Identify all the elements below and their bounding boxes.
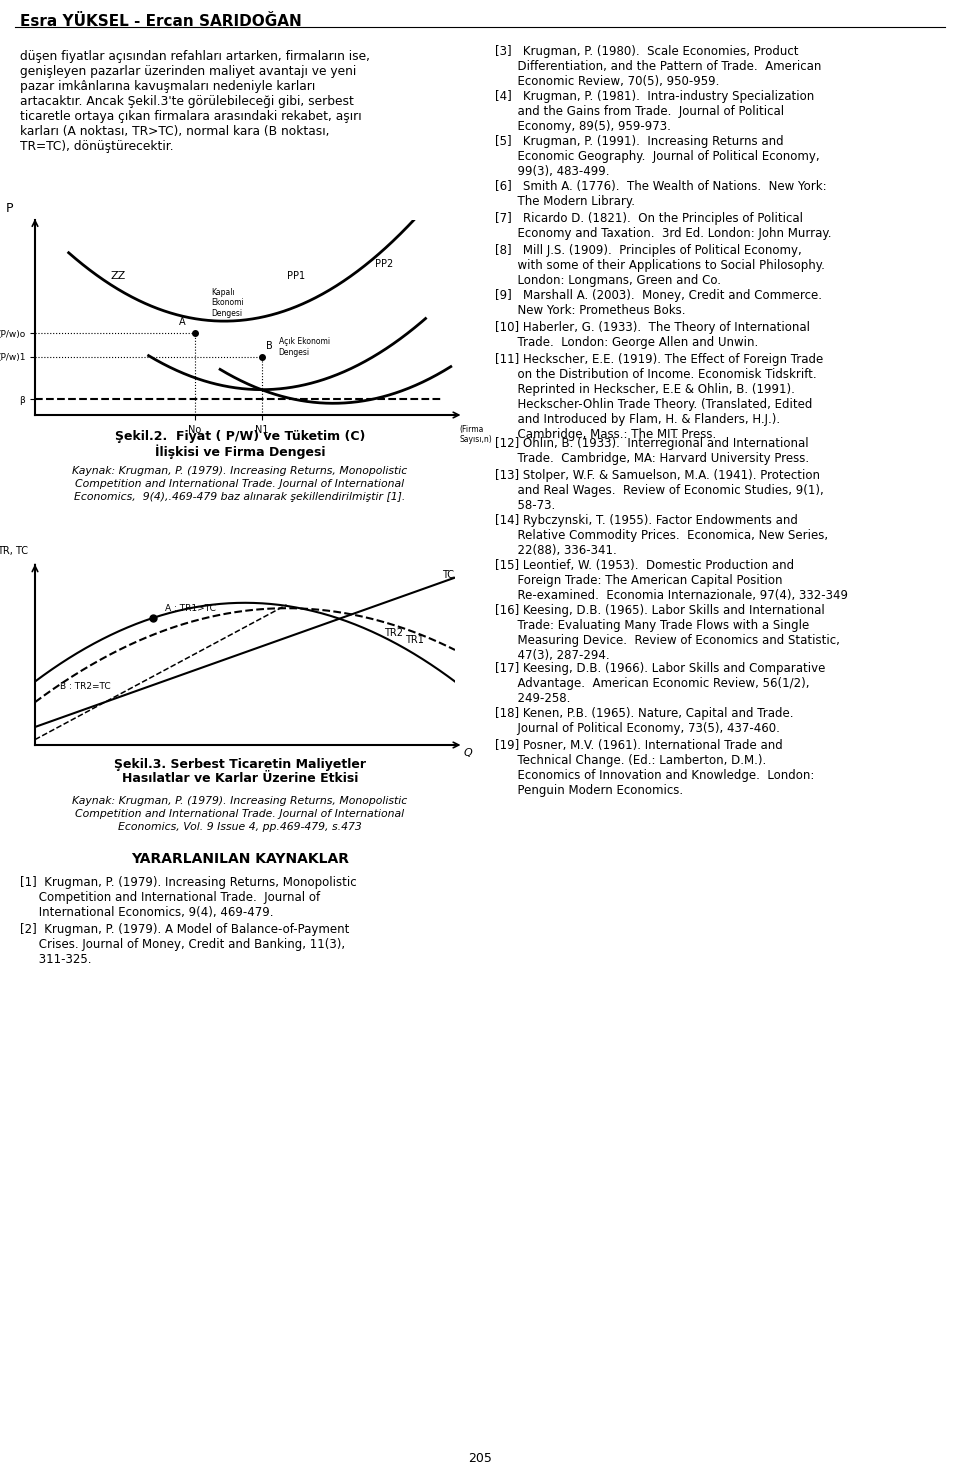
Text: Açık Ekonomi
Dengesi: Açık Ekonomi Dengesi: [278, 338, 329, 357]
Text: Şekil.3. Serbest Ticaretin Maliyetler: Şekil.3. Serbest Ticaretin Maliyetler: [114, 757, 366, 771]
Text: [15] Leontief, W. (1953).  Domestic Production and
      Foreign Trade: The Amer: [15] Leontief, W. (1953). Domestic Produ…: [495, 559, 848, 602]
Text: Economics, Vol. 9 Issue 4, pp.469-479, s.473: Economics, Vol. 9 Issue 4, pp.469-479, s…: [118, 822, 362, 832]
Text: TR2: TR2: [384, 628, 402, 639]
Text: [3]   Krugman, P. (1980).  Scale Economies, Product
      Differentiation, and t: [3] Krugman, P. (1980). Scale Economies,…: [495, 46, 822, 88]
Text: A: A: [179, 317, 185, 327]
Text: Esra YÜKSEL - Ercan SARIDOĞAN: Esra YÜKSEL - Ercan SARIDOĞAN: [20, 15, 301, 29]
Text: YARARLANILAN KAYNAKLAR: YARARLANILAN KAYNAKLAR: [131, 851, 349, 866]
Text: [10] Haberler, G. (1933).  The Theory of International
      Trade.  London: Geo: [10] Haberler, G. (1933). The Theory of …: [495, 321, 810, 349]
Text: [14] Rybczynski, T. (1955). Factor Endowments and
      Relative Commodity Price: [14] Rybczynski, T. (1955). Factor Endow…: [495, 514, 828, 556]
Text: B : TR2=TC: B : TR2=TC: [60, 683, 110, 691]
Text: [13] Stolper, W.F. & Samuelson, M.A. (1941). Protection
      and Real Wages.  R: [13] Stolper, W.F. & Samuelson, M.A. (19…: [495, 468, 824, 512]
Text: Competition and International Trade. Journal of International: Competition and International Trade. Jou…: [76, 479, 404, 489]
Text: [7]   Ricardo D. (1821).  On the Principles of Political
      Economy and Taxat: [7] Ricardo D. (1821). On the Principles…: [495, 211, 831, 239]
Text: Kaynak: Krugman, P. (1979). Increasing Returns, Monopolistic: Kaynak: Krugman, P. (1979). Increasing R…: [72, 796, 408, 806]
Text: 205: 205: [468, 1452, 492, 1465]
Text: [19] Posner, M.V. (1961). International Trade and
      Technical Change. (Ed.: : [19] Posner, M.V. (1961). International …: [495, 738, 814, 797]
Text: [9]   Marshall A. (2003).  Money, Credit and Commerce.
      New York: Prometheu: [9] Marshall A. (2003). Money, Credit an…: [495, 289, 822, 317]
Text: Economics,  9(4),.469-479 baz alınarak şekillendirilmiştir [1].: Economics, 9(4),.469-479 baz alınarak şe…: [74, 492, 406, 502]
Text: düşen fiyatlar açısından refahları artarken, firmaların ise,
genişleyen pazarlar: düşen fiyatlar açısından refahları artar…: [20, 50, 370, 153]
Text: [2]  Krugman, P. (1979). A Model of Balance-of-Payment
     Crises. Journal of M: [2] Krugman, P. (1979). A Model of Balan…: [20, 923, 349, 966]
Text: [17] Keesing, D.B. (1966). Labor Skills and Comparative
      Advantage.  Americ: [17] Keesing, D.B. (1966). Labor Skills …: [495, 662, 826, 705]
Text: [8]   Mill J.S. (1909).  Principles of Political Economy,
      with some of the: [8] Mill J.S. (1909). Principles of Poli…: [495, 244, 825, 288]
Text: Kaynak: Krugman, P. (1979). Increasing Returns, Monopolistic: Kaynak: Krugman, P. (1979). Increasing R…: [72, 465, 408, 476]
Text: A : TR1>TC: A : TR1>TC: [165, 603, 216, 612]
Text: Kapalı
Ekonomi
Dengesi: Kapalı Ekonomi Dengesi: [211, 288, 244, 317]
Text: TR, TC: TR, TC: [0, 546, 28, 556]
Text: [6]   Smith A. (1776).  The Wealth of Nations.  New York:
      The Modern Libra: [6] Smith A. (1776). The Wealth of Natio…: [495, 181, 827, 208]
Text: Competition and International Trade. Journal of International: Competition and International Trade. Jou…: [76, 809, 404, 819]
Text: [4]   Krugman, P. (1981).  Intra-industry Specialization
      and the Gains fro: [4] Krugman, P. (1981). Intra-industry S…: [495, 90, 814, 134]
Text: B: B: [266, 341, 273, 351]
Text: [5]   Krugman, P. (1991).  Increasing Returns and
      Economic Geography.  Jou: [5] Krugman, P. (1991). Increasing Retur…: [495, 135, 820, 178]
Text: [18] Kenen, P.B. (1965). Nature, Capital and Trade.
      Journal of Political E: [18] Kenen, P.B. (1965). Nature, Capital…: [495, 708, 794, 735]
Text: [16] Keesing, D.B. (1965). Labor Skills and International
      Trade: Evaluatin: [16] Keesing, D.B. (1965). Labor Skills …: [495, 603, 840, 662]
Text: TR1: TR1: [404, 634, 423, 644]
Text: P: P: [6, 203, 13, 216]
Text: [11] Heckscher, E.E. (1919). The Effect of Foreign Trade
      on the Distributi: [11] Heckscher, E.E. (1919). The Effect …: [495, 352, 824, 440]
Text: ZZ: ZZ: [110, 270, 126, 280]
Text: [12] Ohlin, B. (1933).  Interregional and International
      Trade.  Cambridge,: [12] Ohlin, B. (1933). Interregional and…: [495, 437, 809, 465]
Text: PP2: PP2: [375, 258, 394, 269]
Text: Şekil.2.  Fiyat ( P/W) ve Tüketim (C): Şekil.2. Fiyat ( P/W) ve Tüketim (C): [115, 430, 365, 443]
Text: (Firma
Sayısı,n): (Firma Sayısı,n): [459, 424, 492, 445]
Text: [1]  Krugman, P. (1979). Increasing Returns, Monopolistic
     Competition and I: [1] Krugman, P. (1979). Increasing Retur…: [20, 876, 356, 919]
Text: PP1: PP1: [287, 270, 305, 280]
Text: Q: Q: [464, 747, 472, 757]
Text: TC: TC: [443, 571, 454, 580]
Text: Hasılatlar ve Karlar Üzerine Etkisi: Hasılatlar ve Karlar Üzerine Etkisi: [122, 772, 358, 785]
Text: İlişkisi ve Firma Dengesi: İlişkisi ve Firma Dengesi: [155, 443, 325, 458]
